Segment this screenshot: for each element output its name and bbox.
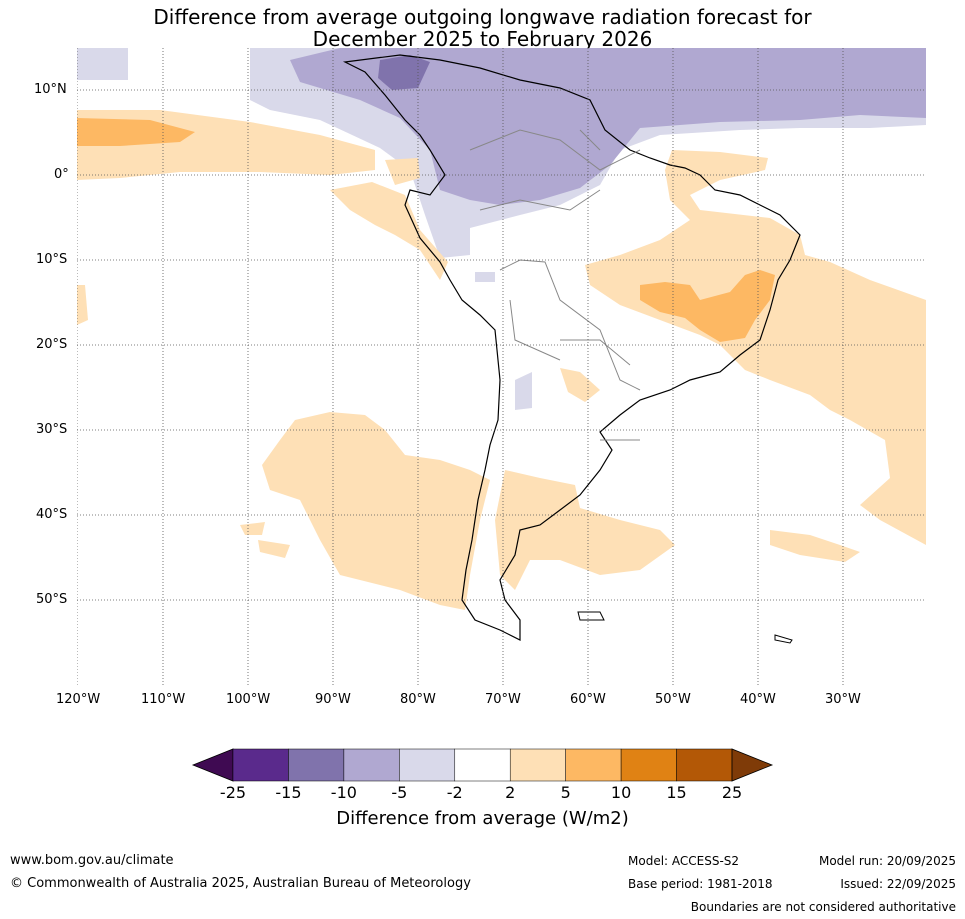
graticule <box>77 48 926 685</box>
colorbar-segment <box>232 748 289 782</box>
colorbar-tick-label: 15 <box>666 783 687 802</box>
anomaly-region-light-purple-small <box>475 272 532 410</box>
lon-label-40w: 40°W <box>740 692 776 707</box>
lon-label-30w: 30°W <box>825 692 861 707</box>
lon-label-110w: 110°W <box>141 692 186 707</box>
footer-base-period: Base period: 1981-2018 <box>628 877 773 891</box>
footer-model-run: Model run: 20/09/2025 <box>818 854 956 868</box>
footer-copyright: © Commonwealth of Australia 2025, Austra… <box>10 876 471 891</box>
colorbar-segment <box>288 748 345 782</box>
colorbar-tick-label: -2 <box>446 783 463 802</box>
colorbar-tick-label: 10 <box>610 783 632 802</box>
footer-issued: Issued: 22/09/2025 <box>840 877 956 891</box>
colorbar-tick-label: -25 <box>219 783 247 802</box>
country-borders <box>469 129 641 441</box>
lat-label-20s: 20°S <box>36 337 68 352</box>
anomaly-region-purple-north <box>290 48 926 205</box>
anomaly-region-light-orange-small-a <box>560 368 600 402</box>
anomaly-region-light-orange-brazil <box>585 150 926 545</box>
anomaly-region-orange-brazil <box>640 270 775 342</box>
colorbar-tick-label: 25 <box>721 783 743 802</box>
lon-label-120w: 120°W <box>56 692 101 707</box>
lat-label-30s: 30°S <box>36 422 68 437</box>
footer-disclaimer: Boundaries are not considered authoritat… <box>690 900 956 914</box>
island-falklands <box>577 611 605 621</box>
map-title-line1: Difference from average outgoing longwav… <box>153 5 812 29</box>
lon-label-70w: 70°W <box>485 692 521 707</box>
footer-website: www.bom.gov.au/climate <box>10 853 174 868</box>
lat-label-10n: 10°N <box>34 82 67 97</box>
colorbar-tick-label: -10 <box>330 783 357 802</box>
colorbar-segment <box>620 748 677 782</box>
lat-label-0: 0° <box>54 167 69 182</box>
lat-label-40s: 40°S <box>36 507 68 522</box>
colorbar-arrow-high <box>731 748 774 782</box>
lon-label-90w: 90°W <box>315 692 351 707</box>
island-south-georgia <box>774 634 793 644</box>
lon-label-100w: 100°W <box>226 692 271 707</box>
anomaly-region-orange-pacific-north <box>77 118 195 146</box>
colorbar-tick-label: 2 <box>505 783 516 802</box>
map-title-line2: December 2025 to February 2026 <box>312 27 653 51</box>
lon-label-60w: 60°W <box>570 692 606 707</box>
lat-label-10s: 10°S <box>36 252 68 267</box>
colorbar-segment <box>509 748 566 782</box>
colorbar-segment <box>676 748 733 782</box>
lon-label-80w: 80°W <box>400 692 436 707</box>
colorbar-tick-label: -15 <box>275 783 302 802</box>
colorbar-segment <box>454 748 511 782</box>
anomaly-region-light-orange-peru-coast <box>330 158 448 280</box>
colorbar-tick-label: 5 <box>560 783 571 802</box>
colorbar-arrow-low <box>191 748 234 782</box>
colorbar-tick-label: -5 <box>391 783 408 802</box>
anomaly-region-dark-purple-north <box>378 55 430 90</box>
lat-label-50s: 50°S <box>36 592 68 607</box>
anomaly-region-light-orange-small-b <box>77 285 860 562</box>
colorbar-segment <box>565 748 622 782</box>
footer-model: Model: ACCESS-S2 <box>628 854 740 868</box>
colorbar-segment <box>399 748 456 782</box>
anomaly-region-light-orange-south-atlantic <box>495 470 675 590</box>
colorbar-segment <box>343 748 400 782</box>
lon-label-50w: 50°W <box>655 692 691 707</box>
south-america-coastline <box>342 54 801 641</box>
anomaly-region-light-orange-south-pacific <box>262 412 490 610</box>
colorbar-label: Difference from average (W/m2) <box>336 808 629 829</box>
